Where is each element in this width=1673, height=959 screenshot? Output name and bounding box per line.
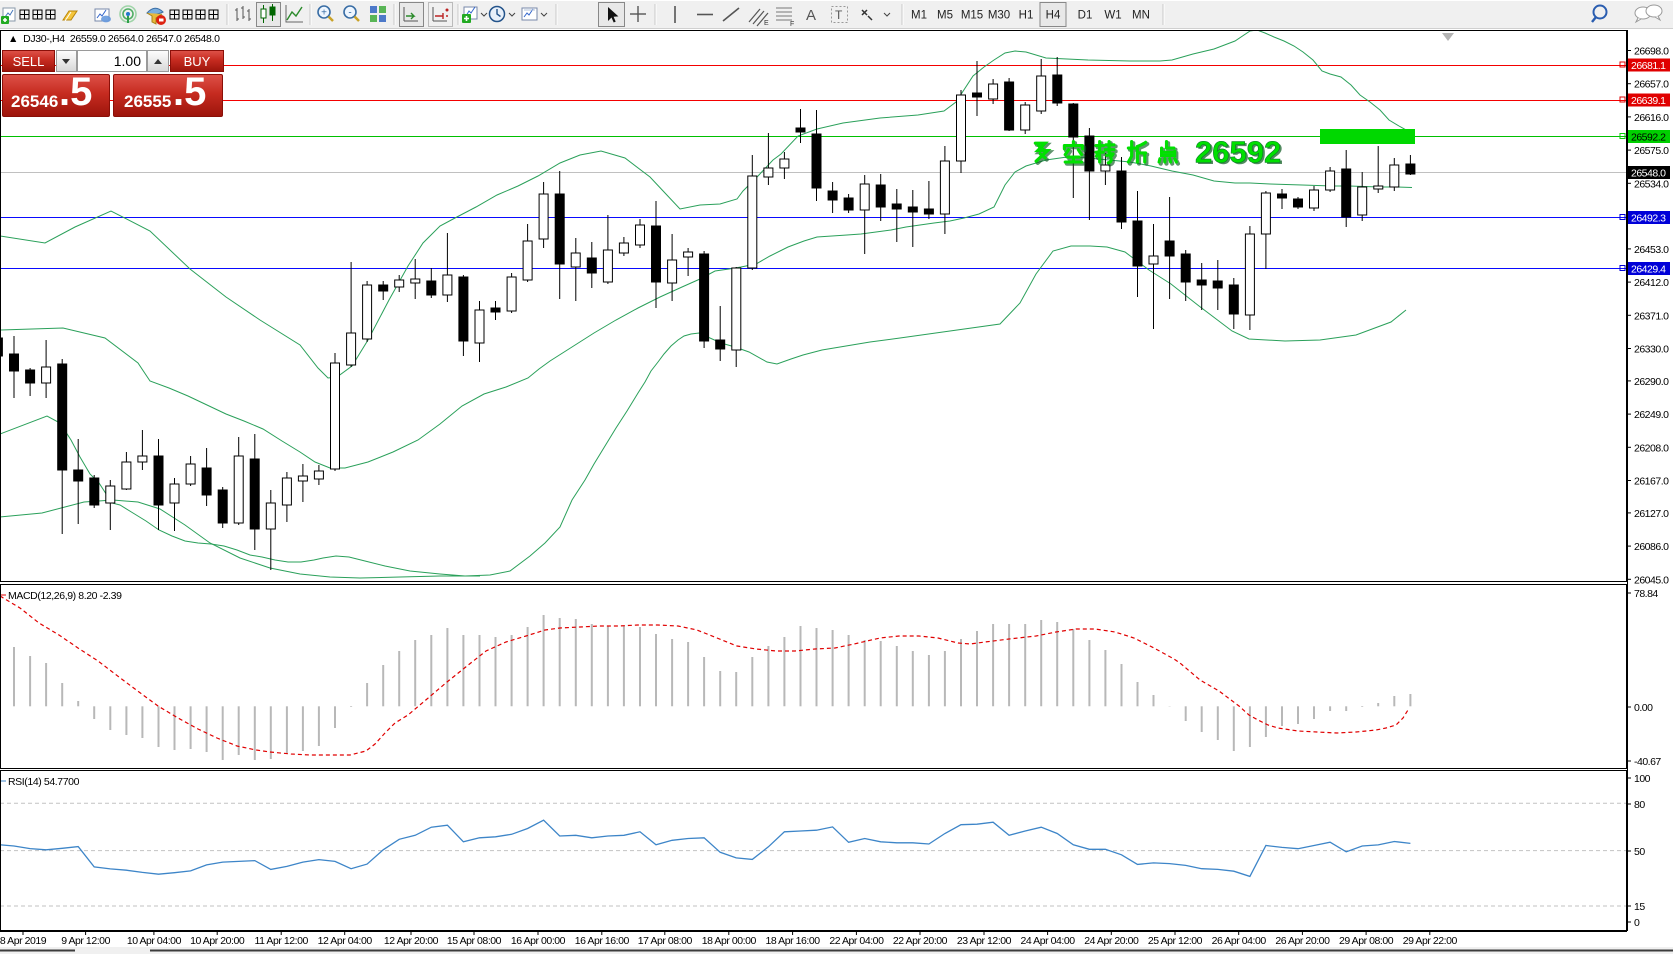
svg-text:78.84: 78.84 [1634,588,1658,600]
svg-text:M1: M1 [911,10,927,22]
svg-text:29 Apr 08:00: 29 Apr 08:00 [1339,935,1394,947]
svg-text:26534.0: 26534.0 [1634,178,1669,190]
svg-text:22 Apr 04:00: 22 Apr 04:00 [829,935,884,947]
svg-text:16 Apr 16:00: 16 Apr 16:00 [575,935,630,947]
svg-text:T: T [835,8,843,22]
svg-text:26086.0: 26086.0 [1634,541,1669,553]
svg-text:10 Apr 20:00: 10 Apr 20:00 [190,935,245,947]
svg-text:MN: MN [1132,10,1150,22]
svg-text:M30: M30 [988,10,1010,22]
svg-text:26045.0: 26045.0 [1634,574,1669,586]
svg-text:M15: M15 [961,10,983,22]
svg-text:26657.0: 26657.0 [1634,79,1669,91]
svg-text:15: 15 [1634,901,1645,913]
svg-text:-40.67: -40.67 [1634,756,1661,768]
svg-text:0: 0 [1634,917,1640,929]
svg-text:26548.0: 26548.0 [1631,168,1666,180]
svg-text:26412.0: 26412.0 [1634,277,1669,289]
svg-text:26592: 26592 [1195,135,1281,170]
svg-text:10 Apr 04:00: 10 Apr 04:00 [127,935,182,947]
svg-text:H4: H4 [1046,10,1061,22]
svg-text:26575.0: 26575.0 [1634,145,1669,157]
svg-text:M5: M5 [937,10,953,22]
svg-text:26616.0: 26616.0 [1634,112,1669,124]
svg-text:26453.0: 26453.0 [1634,244,1669,256]
svg-text:▲ DJ30-,H4 26559.0 26564.0 2: ▲ DJ30-,H4 26559.0 26564.0 26547.0 26548… [8,33,220,45]
svg-text:29 Apr 22:00: 29 Apr 22:00 [1403,935,1458,947]
svg-text:26429.4: 26429.4 [1631,264,1666,276]
svg-text:26681.1: 26681.1 [1631,60,1666,72]
svg-text:MACD(12,26,9) 8.20 -2.39: MACD(12,26,9) 8.20 -2.39 [8,590,122,602]
svg-text:+: + [321,8,327,19]
svg-text:26208.0: 26208.0 [1634,442,1669,454]
svg-text:8 Apr 2019: 8 Apr 2019 [0,935,47,947]
svg-text:23 Apr 12:00: 23 Apr 12:00 [957,935,1012,947]
svg-text:12 Apr 20:00: 12 Apr 20:00 [384,935,439,947]
svg-text:H1: H1 [1019,10,1034,22]
svg-text:26639.1: 26639.1 [1631,95,1666,107]
svg-text:26290.0: 26290.0 [1634,376,1669,388]
svg-text:26492.3: 26492.3 [1631,213,1666,225]
svg-text:26167.0: 26167.0 [1634,476,1669,488]
svg-text:26 Apr 04:00: 26 Apr 04:00 [1212,935,1267,947]
svg-text:18 Apr 00:00: 18 Apr 00:00 [702,935,757,947]
svg-text:F: F [790,21,794,28]
svg-text:25 Apr 12:00: 25 Apr 12:00 [1148,935,1203,947]
svg-text:80: 80 [1634,799,1645,811]
svg-text:16 Apr 00:00: 16 Apr 00:00 [511,935,566,947]
svg-text:26698.0: 26698.0 [1634,46,1669,58]
svg-text:26330.0: 26330.0 [1634,344,1669,356]
svg-text:100: 100 [1634,773,1651,785]
svg-text:17 Apr 08:00: 17 Apr 08:00 [638,935,693,947]
svg-text:11 Apr 12:00: 11 Apr 12:00 [255,935,309,947]
svg-text:24 Apr 04:00: 24 Apr 04:00 [1021,935,1076,947]
svg-text:26127.0: 26127.0 [1634,508,1669,520]
svg-text:26 Apr 20:00: 26 Apr 20:00 [1275,935,1330,947]
svg-text:15 Apr 08:00: 15 Apr 08:00 [447,935,502,947]
svg-text:0.00: 0.00 [1634,702,1653,714]
svg-text:26592: 26592 [1197,136,1283,171]
svg-text:A: A [806,7,816,24]
svg-text:D1: D1 [1078,10,1093,22]
svg-text:RSI(14) 54.7700: RSI(14) 54.7700 [8,776,80,788]
svg-text:W1: W1 [1104,10,1121,22]
svg-text:9 Apr 12:00: 9 Apr 12:00 [61,935,110,947]
svg-text:18 Apr 16:00: 18 Apr 16:00 [766,935,821,947]
svg-text:-: - [348,8,351,19]
svg-text:26249.0: 26249.0 [1634,409,1669,421]
svg-text:26592.2: 26592.2 [1631,132,1666,144]
svg-text:E: E [764,20,769,27]
svg-text:50: 50 [1634,846,1645,858]
svg-text:12 Apr 04:00: 12 Apr 04:00 [318,935,373,947]
svg-text:24 Apr 20:00: 24 Apr 20:00 [1084,935,1139,947]
svg-text:22 Apr 20:00: 22 Apr 20:00 [893,935,948,947]
svg-text:26371.0: 26371.0 [1634,310,1669,322]
